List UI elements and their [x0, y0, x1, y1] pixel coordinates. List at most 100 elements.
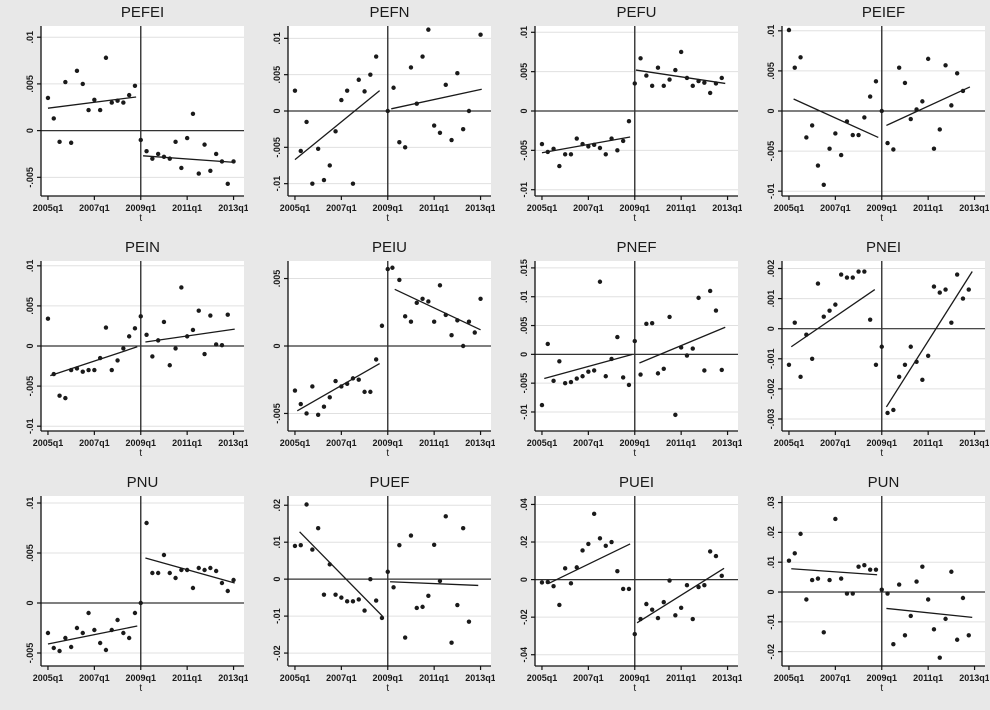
x-tick-label: 2011q1	[666, 203, 696, 213]
data-point	[655, 371, 661, 376]
data-point	[949, 320, 954, 325]
data-point	[121, 630, 126, 636]
data-point	[838, 152, 844, 158]
data-point	[827, 146, 832, 151]
data-point	[219, 159, 225, 164]
x-tick-label: 2011q1	[419, 203, 449, 213]
data-point	[57, 139, 62, 145]
data-point	[620, 375, 626, 380]
x-tick-label: 2011q1	[172, 438, 202, 448]
data-point	[786, 27, 792, 33]
data-point	[850, 591, 855, 596]
data-point	[373, 357, 379, 362]
x-tick-label: 2009q1	[866, 438, 897, 448]
x-tick-label: 2007q1	[820, 673, 851, 683]
data-point	[426, 27, 431, 32]
data-point	[45, 95, 51, 101]
data-point	[937, 655, 942, 660]
x-tick-label: 2009q1	[866, 203, 897, 213]
data-point	[580, 141, 585, 147]
y-tick-label: .01	[25, 260, 35, 273]
data-point	[815, 281, 821, 286]
panel-title: PEIN	[125, 239, 160, 256]
x-axis-title: t	[139, 448, 142, 459]
data-point	[443, 82, 448, 88]
chart-panel: PEIU .005 0 -.005 2005q1 2007q1 2009q1 2011q1 20…	[248, 235, 496, 470]
data-point	[655, 65, 661, 70]
data-point	[132, 326, 138, 331]
data-point	[321, 592, 327, 597]
chart-panel: PEFU .01 .005 0 -.005 -.01 2005q1 2007q1 2009q1 2…	[495, 0, 743, 235]
x-axis-title: t	[386, 448, 389, 459]
data-point	[298, 401, 303, 407]
data-point	[856, 564, 861, 569]
data-point	[426, 299, 431, 304]
data-point	[391, 585, 396, 590]
data-point	[402, 145, 408, 150]
data-point	[931, 284, 937, 289]
data-point	[891, 147, 896, 152]
data-point	[562, 152, 568, 157]
fit-line	[296, 362, 380, 412]
y-tick-label: 0	[272, 108, 282, 113]
data-point	[443, 312, 448, 318]
fit-line	[541, 136, 631, 154]
data-point	[667, 314, 672, 320]
data-point	[356, 77, 361, 82]
x-tick-label: 2007q1	[573, 203, 604, 213]
data-point	[213, 342, 219, 347]
y-tick-label: -.04	[519, 647, 529, 663]
plot-area	[782, 496, 985, 666]
data-point	[557, 359, 562, 364]
data-point	[960, 296, 966, 301]
data-point	[638, 616, 643, 622]
data-point	[126, 635, 132, 641]
data-point	[798, 531, 803, 537]
data-point	[586, 369, 591, 374]
data-point	[809, 577, 815, 583]
y-tick-label: -.005	[519, 140, 529, 161]
data-point	[333, 378, 338, 384]
data-point	[420, 296, 425, 301]
data-point	[97, 107, 103, 113]
data-point	[690, 616, 695, 622]
data-point	[179, 285, 184, 290]
data-point	[184, 567, 190, 573]
data-point	[51, 645, 56, 651]
data-point	[150, 156, 155, 161]
data-point	[603, 543, 608, 548]
data-point	[103, 647, 109, 653]
data-point	[225, 181, 230, 187]
data-point	[144, 148, 149, 154]
fit-line	[294, 90, 381, 161]
data-point	[644, 73, 649, 78]
data-point	[161, 154, 167, 159]
data-point	[809, 356, 815, 361]
data-point	[574, 136, 579, 141]
data-point	[225, 312, 230, 317]
data-point	[184, 334, 190, 339]
fit-line	[886, 607, 973, 619]
data-point	[591, 511, 597, 517]
data-point	[167, 570, 172, 576]
data-point	[896, 374, 902, 380]
data-point	[202, 567, 207, 573]
data-point	[827, 577, 832, 583]
data-point	[86, 367, 91, 373]
data-point	[902, 80, 908, 86]
x-tick-label: 2009q1	[619, 438, 650, 448]
data-point	[786, 558, 792, 563]
x-tick-label: 2009q1	[619, 203, 650, 213]
data-point	[379, 615, 385, 621]
fit-line	[793, 98, 879, 139]
x-tick-label: 2005q1	[527, 673, 558, 683]
data-point	[707, 288, 713, 294]
data-point	[408, 319, 414, 324]
data-point	[914, 359, 919, 364]
data-point	[408, 65, 414, 70]
data-point	[362, 389, 367, 395]
y-tick-label: -.01	[272, 176, 282, 192]
y-tick-label: .005	[25, 297, 35, 315]
data-point	[925, 353, 931, 358]
y-tick-label: -.002	[766, 379, 776, 400]
